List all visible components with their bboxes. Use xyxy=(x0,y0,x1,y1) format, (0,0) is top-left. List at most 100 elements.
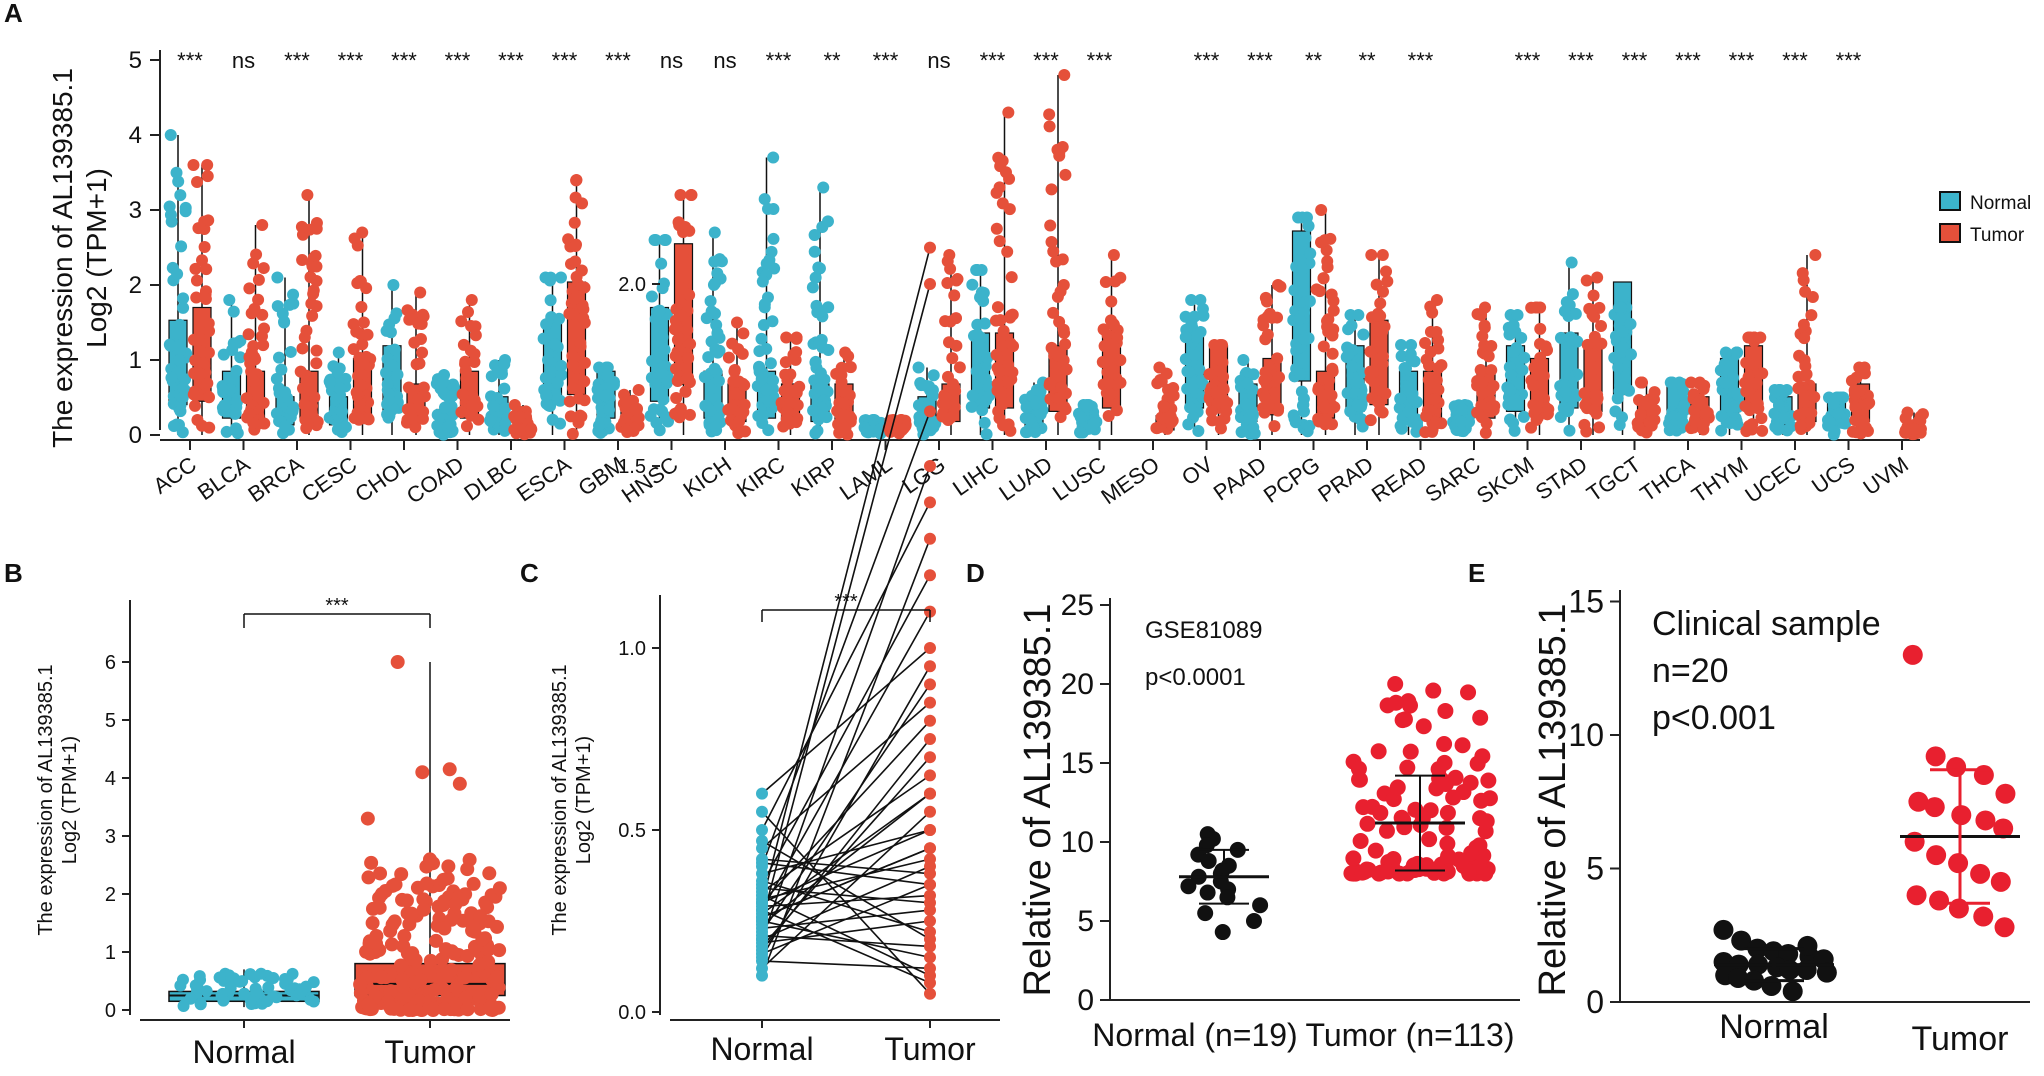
point-tumor xyxy=(1454,737,1471,754)
panel-a-ytick-label: 1 xyxy=(129,347,142,374)
point-tumor xyxy=(201,159,214,171)
point-normal xyxy=(647,403,660,416)
point-tumor xyxy=(462,305,475,318)
point-tumor xyxy=(1379,697,1396,714)
panel-d-pvalue: p<0.0001 xyxy=(1145,664,1246,691)
point-tumor xyxy=(683,376,696,389)
point-tumor xyxy=(1697,423,1710,436)
point-tumor xyxy=(1593,421,1606,434)
point-tumor xyxy=(347,343,360,356)
point-normal xyxy=(915,379,928,392)
point-tumor xyxy=(361,328,374,341)
point-tumor xyxy=(1367,842,1384,859)
point-tumor xyxy=(1793,349,1806,362)
point-tumor xyxy=(465,320,478,333)
point-tumor xyxy=(1476,376,1489,389)
x-tick-label-normal: Normal (n=19) xyxy=(1092,1017,1297,1053)
point-tumor xyxy=(924,660,936,673)
x-tick-label-tumor: Tumor (n=113) xyxy=(1306,1017,1515,1053)
point-tumor xyxy=(780,331,793,344)
panel-b-ylabel-1: The expression of AL139385.1 xyxy=(35,664,57,935)
point-tumor xyxy=(1259,333,1272,346)
point-tumor xyxy=(576,299,589,312)
point-normal xyxy=(1719,377,1732,390)
point-normal xyxy=(708,255,721,268)
point-tumor xyxy=(1167,389,1180,402)
point-normal xyxy=(756,409,769,422)
point-tumor xyxy=(722,351,735,364)
legend-tumor-label: Tumor xyxy=(1970,225,2025,246)
point-normal xyxy=(555,359,568,372)
point-tumor xyxy=(1352,832,1369,849)
point-tumor xyxy=(306,309,319,322)
paired-line xyxy=(761,811,931,995)
x-tick-label-tgct: TGCT xyxy=(1582,452,1645,507)
point-normal xyxy=(1797,935,1818,956)
point-tumor xyxy=(1995,783,2016,804)
point-tumor xyxy=(946,352,959,365)
point-normal xyxy=(278,316,291,329)
point-normal xyxy=(645,290,658,303)
point-tumor xyxy=(390,655,405,669)
point-tumor xyxy=(426,1002,441,1017)
point-normal xyxy=(540,389,553,402)
panel-a-ytick-label: 2 xyxy=(129,272,142,299)
point-tumor xyxy=(407,412,420,425)
point-normal xyxy=(815,305,828,318)
point-tumor xyxy=(1975,810,1996,831)
point-tumor xyxy=(1743,358,1756,371)
point-normal xyxy=(711,267,724,280)
point-normal xyxy=(1617,341,1630,354)
point-tumor xyxy=(1908,791,1929,812)
point-normal xyxy=(279,386,292,399)
point-tumor xyxy=(1948,853,1969,874)
point-tumor xyxy=(1805,309,1818,322)
panel-d-ytick-label: 5 xyxy=(1077,905,1094,938)
point-tumor xyxy=(1045,183,1058,196)
point-normal xyxy=(1823,416,1836,429)
point-tumor xyxy=(1326,347,1339,360)
significance-laml: *** xyxy=(873,48,899,73)
point-tumor xyxy=(459,364,472,377)
point-tumor xyxy=(1099,276,1112,289)
point-tumor xyxy=(463,373,476,386)
point-tumor xyxy=(1587,404,1600,417)
significance-lihc: *** xyxy=(980,48,1006,73)
significance-dlbc: *** xyxy=(498,48,524,73)
significance-ucs: *** xyxy=(1836,48,1862,73)
point-tumor xyxy=(1327,295,1340,308)
point-tumor xyxy=(1327,323,1340,336)
point-tumor xyxy=(1797,274,1810,287)
panel-a-ylabel-2: Log2 (TPM+1) xyxy=(81,168,112,348)
point-tumor xyxy=(1104,314,1117,327)
point-tumor xyxy=(402,1002,417,1017)
point-normal xyxy=(971,264,984,276)
paired-line xyxy=(761,934,931,948)
point-normal xyxy=(1194,294,1207,306)
point-normal xyxy=(1836,391,1849,404)
point-tumor xyxy=(187,388,200,401)
point-tumor xyxy=(1435,865,1452,882)
point-normal xyxy=(756,787,768,800)
point-normal xyxy=(1193,363,1206,376)
x-tick-label-pcpg: PCPG xyxy=(1259,452,1324,508)
point-tumor xyxy=(924,714,936,727)
point-tumor xyxy=(394,867,409,882)
point-normal xyxy=(1782,981,1803,1002)
point-normal xyxy=(1237,354,1250,366)
point-tumor xyxy=(924,642,936,654)
panel-a-ylabel-1: The expression of AL139385.1 xyxy=(47,68,78,448)
point-tumor xyxy=(194,367,207,380)
point-normal xyxy=(271,271,284,284)
point-tumor xyxy=(1481,790,1498,807)
point-normal xyxy=(174,189,187,202)
point-tumor xyxy=(1424,300,1437,313)
point-tumor xyxy=(1402,743,1419,760)
point-normal xyxy=(1609,405,1622,418)
point-normal xyxy=(811,424,824,437)
point-tumor xyxy=(1325,389,1338,402)
point-tumor xyxy=(1367,366,1380,379)
point-normal xyxy=(1565,256,1578,269)
point-tumor xyxy=(941,276,954,289)
point-tumor xyxy=(373,866,388,881)
